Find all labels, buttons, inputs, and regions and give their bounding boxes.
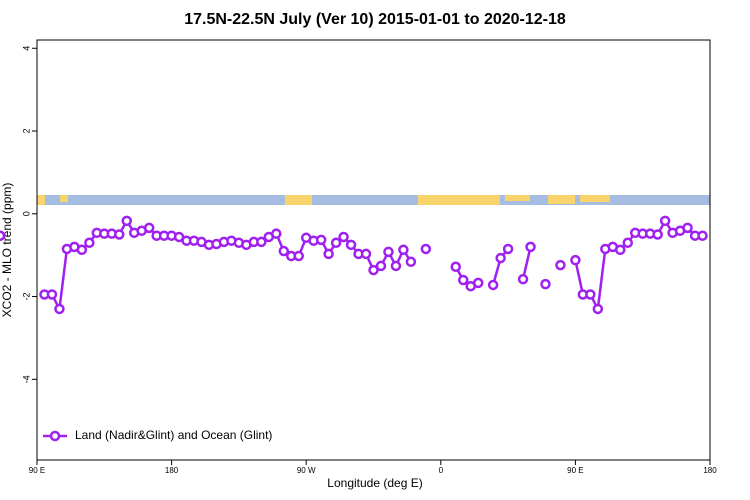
data-point [278,245,290,257]
x-tick-label: 0 [439,466,444,475]
data-point [143,222,155,234]
data-point [472,277,484,289]
data-point [659,215,671,227]
data-point [390,260,402,272]
data-point [293,250,304,262]
data-point [555,259,566,271]
y-tick-label: -2 [21,293,31,301]
data-point [121,215,132,227]
data-point [570,254,581,266]
data-point [271,228,282,239]
data-point [592,303,604,315]
data-point [375,260,387,272]
x-tick-label: 90 E [567,466,583,475]
y-tick-label: 2 [21,129,31,134]
x-tick-label: 180 [165,466,179,475]
data-point [487,279,499,291]
plot-frame [36,39,711,461]
data-point [450,261,462,273]
data-point [495,252,506,264]
x-tick-label: 180 [703,466,717,475]
legend-label: Land (Nadir&Glint) and Ocean (Glint) [75,428,272,442]
data-point [360,248,372,260]
data-point [315,234,327,246]
data-point [383,246,394,258]
data-point [622,237,633,249]
data-point [345,239,357,251]
data-point [114,229,125,240]
data-point [457,274,469,286]
y-tick-label: 0 [21,211,31,216]
data-point [0,230,6,241]
data-point [615,244,626,256]
x-tick-label: 90 W [297,466,316,475]
data-point [46,289,58,300]
data-point [330,237,342,249]
data-point [682,222,693,234]
x-tick-label: 90 E [29,466,45,475]
data-point [540,278,551,290]
y-tick-label: 4 [21,46,31,51]
data-point [517,273,529,285]
data-point [256,236,267,248]
data-point [420,243,432,255]
data-point [323,248,334,260]
chart-title: 17.5N-22.5N July (Ver 10) 2015-01-01 to … [184,11,566,28]
data-point [405,256,417,268]
legend-marker [49,430,61,442]
data-point [502,243,514,255]
data-point [398,244,409,256]
data-point [652,229,663,240]
data-point [697,230,708,241]
data-point [338,231,349,243]
data-point [76,244,88,256]
data-point [585,289,596,300]
data-point [368,264,379,276]
y-axis-label: XCO2 - MLO trend (ppm) [0,183,14,318]
y-tick-label: -4 [21,375,31,383]
data-point [84,237,95,249]
x-axis-label: Longitude (deg E) [327,476,422,490]
data-point [525,241,536,253]
data-point [54,303,65,315]
land-ocean-strip [37,195,710,205]
